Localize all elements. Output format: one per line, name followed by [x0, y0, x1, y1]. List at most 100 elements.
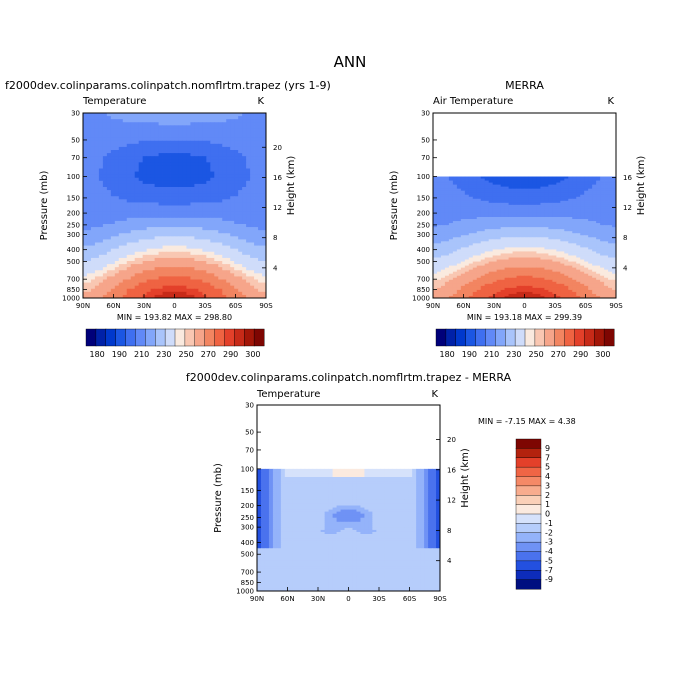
field-cell: [512, 188, 517, 192]
field-cell: [464, 194, 470, 198]
field-cell: [142, 174, 148, 179]
field-cell: [214, 174, 219, 179]
field-cell: [130, 156, 136, 160]
field-cell: [532, 221, 537, 224]
field-cell: [218, 282, 223, 287]
field-cell: [94, 134, 100, 139]
field-cell: [158, 208, 163, 213]
field-cell: [83, 239, 88, 243]
field-cell: [222, 239, 227, 243]
field-cell: [452, 178, 458, 181]
field-cell: [548, 214, 553, 218]
field-cell: [242, 150, 247, 154]
field-cell: [174, 248, 179, 253]
field-cell: [564, 176, 569, 179]
field-cell: [564, 225, 569, 228]
field-cell: [436, 212, 442, 216]
field-cell: [234, 285, 239, 290]
panel-1: f2000dev.colinparams.colinpatch.nomflrtm…: [5, 79, 331, 359]
field-cell: [588, 178, 593, 181]
field-cell: [440, 204, 446, 208]
field-cell: [134, 279, 140, 283]
field-cell: [158, 199, 163, 203]
field-cell: [452, 194, 458, 198]
field-cell: [214, 245, 219, 250]
field-cell: [532, 243, 537, 246]
field-cell: [548, 245, 553, 248]
field-cell: [218, 208, 223, 213]
field-cell: [210, 196, 215, 200]
field-cell: [524, 184, 529, 188]
field-cell: [154, 116, 159, 120]
field-cell: [222, 227, 227, 231]
field-cell: [246, 288, 251, 293]
field-cell: [584, 251, 589, 254]
field-cell: [234, 193, 239, 197]
field-cell: [90, 196, 96, 200]
field-cell: [242, 220, 247, 225]
field-cell: [222, 180, 227, 185]
field-cell: [130, 137, 136, 142]
field-cell: [612, 192, 617, 196]
field-cell: [214, 202, 219, 206]
field-cell: [516, 202, 521, 206]
field-cell: [508, 241, 513, 244]
field-cell: [608, 247, 613, 250]
field-cell: [218, 159, 223, 163]
field-cell: [110, 205, 116, 209]
field-cell: [106, 150, 112, 154]
field-cell: [484, 253, 490, 256]
field-cell: [182, 180, 187, 185]
field-cell: [258, 153, 263, 157]
field-cell: [504, 194, 509, 198]
field-cell: [122, 116, 128, 120]
field-cell: [166, 177, 171, 182]
field-cell: [106, 279, 112, 283]
field-cell: [528, 200, 533, 204]
field-cell: [166, 285, 171, 290]
field-cell: [600, 200, 605, 204]
field-cell: [230, 211, 235, 216]
field-cell: [118, 116, 124, 120]
field-cell: [484, 241, 490, 244]
field-cell: [246, 199, 251, 203]
field-cell: [456, 259, 462, 262]
field-cell: [154, 202, 159, 206]
field-cell: [174, 227, 179, 231]
field-cell: [158, 190, 163, 194]
field-cell: [468, 221, 474, 224]
field-cell: [90, 159, 96, 163]
field-cell: [86, 282, 92, 287]
field-cell: [604, 206, 609, 210]
field-cell: [146, 171, 152, 176]
field-cell: [460, 196, 466, 200]
height-tick-label: 12: [273, 204, 282, 212]
field-cell: [198, 125, 203, 129]
field-cell: [242, 122, 247, 126]
field-cell: [122, 196, 128, 200]
field-cell: [126, 245, 132, 250]
field-cell: [262, 217, 267, 222]
field-cell: [254, 233, 259, 237]
field-cell: [476, 188, 482, 192]
field-cell: [222, 224, 227, 228]
field-cell: [612, 259, 617, 262]
field-cell: [612, 223, 617, 226]
field-cell: [210, 264, 215, 268]
field-cell: [202, 162, 207, 166]
field-cell: [102, 291, 108, 296]
field-cell: [222, 208, 227, 213]
field-cell: [444, 263, 450, 266]
field-cell: [596, 227, 601, 230]
field-cell: [98, 156, 104, 160]
field-cell: [524, 214, 529, 218]
field-cell: [604, 210, 609, 214]
field-cell: [134, 168, 140, 172]
field-cell: [142, 261, 148, 265]
field-cell: [544, 255, 549, 258]
field-cell: [182, 193, 187, 197]
field-cell: [452, 265, 458, 269]
field-cell: [210, 174, 215, 179]
field-cell: [202, 208, 207, 213]
field-cell: [210, 288, 215, 293]
